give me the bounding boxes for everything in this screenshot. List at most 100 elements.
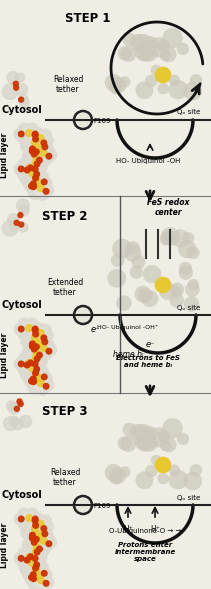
- Circle shape: [31, 568, 45, 583]
- Circle shape: [12, 418, 23, 429]
- Circle shape: [34, 161, 40, 167]
- Circle shape: [17, 556, 30, 569]
- Circle shape: [34, 527, 47, 540]
- Circle shape: [30, 148, 35, 154]
- Circle shape: [40, 150, 47, 157]
- Circle shape: [18, 508, 31, 521]
- Circle shape: [32, 160, 39, 167]
- Circle shape: [24, 167, 38, 181]
- Circle shape: [4, 417, 17, 431]
- Circle shape: [18, 555, 24, 561]
- Circle shape: [33, 332, 38, 337]
- Circle shape: [136, 472, 153, 489]
- Circle shape: [28, 327, 41, 340]
- Circle shape: [35, 138, 48, 151]
- Circle shape: [31, 576, 37, 581]
- Circle shape: [118, 436, 131, 450]
- Circle shape: [135, 435, 151, 451]
- Circle shape: [35, 330, 48, 343]
- Circle shape: [46, 349, 52, 354]
- Circle shape: [29, 167, 42, 180]
- Circle shape: [33, 175, 38, 181]
- Circle shape: [9, 221, 19, 231]
- Circle shape: [29, 575, 34, 580]
- Circle shape: [26, 515, 33, 521]
- Circle shape: [14, 512, 27, 525]
- Circle shape: [27, 173, 39, 186]
- Circle shape: [28, 342, 42, 355]
- Circle shape: [31, 540, 44, 552]
- Circle shape: [121, 436, 136, 452]
- Circle shape: [36, 188, 49, 201]
- Circle shape: [123, 423, 136, 436]
- Text: Electrons to FeS
and heme bₗ: Electrons to FeS and heme bₗ: [116, 355, 180, 368]
- Circle shape: [110, 468, 126, 484]
- Circle shape: [169, 465, 180, 475]
- Text: Relaxed
tether: Relaxed tether: [53, 75, 83, 94]
- Circle shape: [28, 132, 41, 145]
- Circle shape: [36, 147, 50, 161]
- Circle shape: [28, 562, 42, 577]
- Circle shape: [41, 531, 54, 544]
- Circle shape: [170, 283, 184, 296]
- Circle shape: [21, 162, 35, 176]
- Text: STEP 1: STEP 1: [65, 12, 111, 25]
- Circle shape: [187, 247, 199, 259]
- Text: F169: F169: [93, 118, 111, 124]
- Circle shape: [30, 343, 35, 349]
- Circle shape: [36, 580, 49, 589]
- Circle shape: [13, 81, 18, 87]
- Circle shape: [32, 133, 38, 138]
- Circle shape: [40, 337, 53, 350]
- Text: e⁻: e⁻: [90, 325, 100, 334]
- Circle shape: [41, 329, 54, 342]
- Circle shape: [26, 164, 33, 171]
- Circle shape: [43, 581, 49, 586]
- Circle shape: [31, 346, 37, 352]
- Circle shape: [21, 521, 34, 534]
- Circle shape: [35, 135, 48, 148]
- Circle shape: [24, 362, 38, 376]
- Circle shape: [30, 532, 35, 538]
- Circle shape: [30, 341, 35, 347]
- Circle shape: [23, 570, 37, 583]
- Circle shape: [39, 324, 52, 337]
- Circle shape: [26, 554, 33, 561]
- Circle shape: [29, 148, 42, 161]
- Circle shape: [21, 357, 35, 371]
- Circle shape: [39, 177, 52, 190]
- Circle shape: [43, 188, 49, 194]
- Circle shape: [23, 552, 36, 565]
- Circle shape: [28, 147, 41, 160]
- Circle shape: [33, 542, 40, 550]
- Circle shape: [39, 348, 52, 360]
- Circle shape: [36, 535, 50, 548]
- Circle shape: [20, 335, 33, 348]
- Circle shape: [177, 433, 189, 445]
- Circle shape: [21, 565, 34, 578]
- Circle shape: [37, 520, 44, 527]
- Circle shape: [123, 33, 136, 46]
- Circle shape: [41, 519, 54, 533]
- Circle shape: [41, 183, 54, 196]
- Circle shape: [22, 169, 35, 183]
- Circle shape: [22, 150, 35, 163]
- Circle shape: [36, 545, 49, 558]
- Text: Relaxed
tether: Relaxed tether: [50, 468, 80, 488]
- Circle shape: [29, 365, 36, 372]
- Circle shape: [126, 241, 140, 255]
- Circle shape: [25, 326, 38, 339]
- Circle shape: [18, 131, 24, 137]
- Circle shape: [112, 239, 132, 258]
- Circle shape: [27, 523, 41, 537]
- Circle shape: [134, 424, 152, 443]
- Circle shape: [34, 368, 47, 380]
- Circle shape: [36, 573, 49, 586]
- Circle shape: [31, 570, 43, 583]
- Circle shape: [139, 289, 153, 303]
- Circle shape: [29, 558, 42, 571]
- Circle shape: [161, 437, 176, 452]
- Circle shape: [26, 133, 39, 145]
- Circle shape: [27, 358, 40, 371]
- Circle shape: [155, 277, 171, 293]
